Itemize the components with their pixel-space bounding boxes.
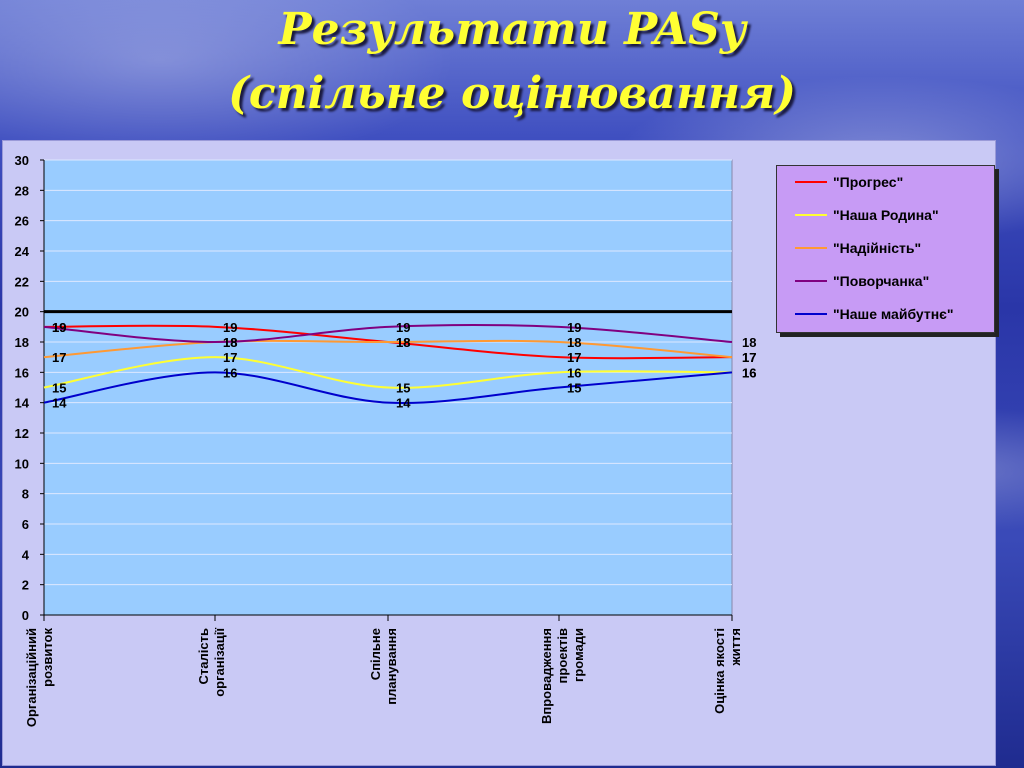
y-tick-label: 26 — [15, 214, 29, 229]
x-category-label: Оцінка якості життя — [712, 628, 743, 714]
data-label: 17 — [742, 350, 756, 365]
data-label: 16 — [567, 365, 581, 380]
data-label: 19 — [567, 320, 581, 335]
legend-label: "Прогрес" — [833, 174, 904, 190]
y-tick-label: 22 — [15, 274, 29, 289]
series-line-3 — [43, 323, 733, 344]
data-label: 18 — [396, 335, 410, 350]
legend-item: "Наша Родина" — [795, 205, 939, 225]
data-label: 17 — [742, 350, 756, 365]
legend-swatch — [795, 247, 827, 249]
series-line-4 — [43, 371, 733, 404]
legend-label: "Поворчанка" — [833, 273, 930, 289]
series-line-2 — [43, 339, 733, 359]
data-label: 17 — [223, 350, 237, 365]
y-tick-label: 20 — [15, 305, 29, 320]
data-label: 15 — [567, 381, 581, 396]
x-category-label-line: Спільне — [368, 628, 383, 680]
data-label: 15 — [396, 381, 410, 396]
data-label: 18 — [742, 335, 756, 350]
x-category-label-line: громади — [571, 628, 586, 682]
y-tick-label: 4 — [22, 547, 30, 562]
y-tick-label: 2 — [22, 578, 29, 593]
y-tick-label: 0 — [22, 608, 29, 623]
legend-label: "Наша Родина" — [833, 207, 939, 223]
data-label: 19 — [396, 320, 410, 335]
x-category-label-line: Організаційний — [24, 628, 39, 727]
x-category-label-line: організації — [212, 628, 227, 697]
x-category-label-line: Оцінка якості — [712, 628, 727, 714]
data-label: 15 — [52, 381, 66, 396]
y-tick-label: 18 — [15, 335, 29, 350]
chart-legend: "Прогрес" "Наша Родина" "Надійність" "Повор… — [776, 165, 995, 333]
data-label: 17 — [52, 350, 66, 365]
legend-swatch — [795, 181, 827, 183]
data-label: 17 — [567, 350, 581, 365]
data-label: 18 — [223, 335, 237, 350]
legend-label: "Надійність" — [833, 240, 922, 256]
x-category-label-line: розвиток — [40, 628, 55, 687]
legend-swatch — [795, 280, 827, 282]
y-tick-label: 28 — [15, 183, 29, 198]
y-tick-label: 10 — [15, 456, 29, 471]
y-tick-label: 6 — [22, 517, 29, 532]
legend-item: "Надійність" — [795, 238, 921, 258]
x-category-label: Організаційний розвиток — [24, 628, 55, 728]
legend-item: "Наше майбутнє" — [795, 304, 954, 324]
data-label: 18 — [567, 335, 581, 350]
x-category-label: Сталість організації — [196, 628, 227, 697]
y-tick-label: 8 — [22, 487, 29, 502]
data-label: 19 — [52, 320, 66, 335]
data-label: 14 — [52, 396, 67, 411]
data-label: 14 — [396, 396, 411, 411]
data-label: 18 — [223, 335, 237, 350]
data-label: 19 — [223, 320, 237, 335]
y-tick-label: 24 — [15, 244, 30, 259]
legend-item: "Поворчанка" — [795, 271, 929, 291]
y-tick-label: 16 — [15, 365, 29, 380]
y-tick-label: 12 — [15, 426, 29, 441]
data-label: 16 — [223, 365, 237, 380]
x-category-label-line: проектів — [555, 628, 570, 683]
y-tick-label: 14 — [15, 396, 30, 411]
data-label: 16 — [742, 365, 756, 380]
data-label: 16 — [742, 365, 756, 380]
legend-item: "Прогрес" — [795, 172, 903, 192]
x-category-label: Спільне планування — [368, 628, 399, 705]
x-category-label-line: планування — [384, 628, 399, 705]
x-category-label-line: Сталість — [196, 628, 211, 684]
legend-label: "Наше майбутнє" — [833, 306, 954, 322]
legend-swatch — [795, 214, 827, 216]
slide-title-line2: (спільне оцінювання) — [228, 68, 796, 119]
x-category-label-line: життя — [728, 628, 743, 667]
data-label: 19 — [52, 320, 66, 335]
x-category-label-line: Впровадження — [539, 628, 554, 724]
legend-swatch — [795, 313, 827, 315]
data-label: 18 — [396, 335, 410, 350]
y-tick-label: 30 — [15, 153, 29, 168]
series-line-1 — [43, 356, 733, 389]
x-category-label: Впровадження проектів громади — [539, 628, 586, 724]
slide-title-line1: Результати PASy — [278, 4, 746, 55]
